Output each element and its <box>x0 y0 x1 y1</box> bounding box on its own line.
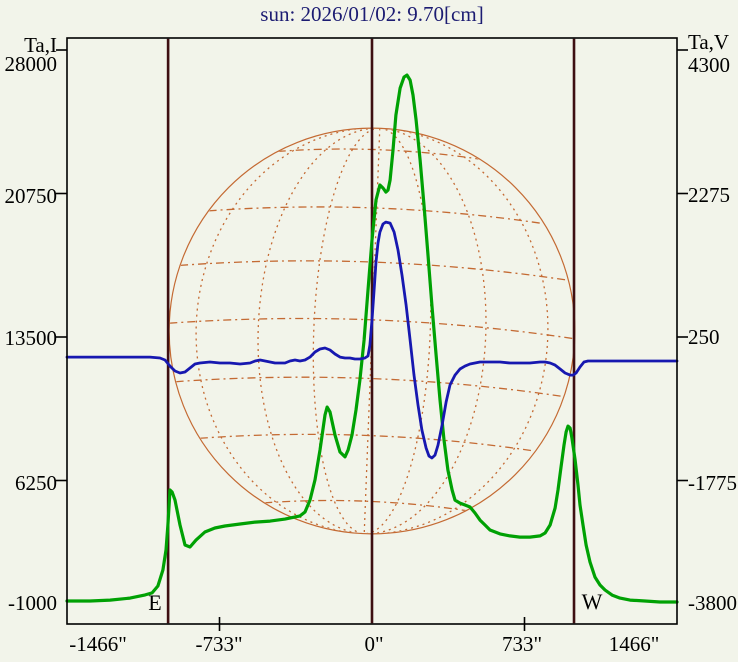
left-axis-tick-1: 20750 <box>4 184 58 208</box>
bottom-axis-tick-3: 733" <box>501 632 543 656</box>
right-axis-tick-1: 2275 <box>688 183 730 207</box>
east-limb-label: E <box>148 590 162 615</box>
left-axis-tick-0: 28000 <box>4 52 58 76</box>
left-axis-tick-2: 13500 <box>4 326 58 350</box>
bottom-axis-tick-1: -733" <box>195 632 243 656</box>
bottom-axis-tick-2: 0" <box>364 632 384 656</box>
bottom-axis-tick-4: 1466" <box>608 632 660 656</box>
right-axis-tick-4: -3800 <box>688 591 737 615</box>
west-limb-label: W <box>581 589 603 614</box>
left-axis-tick-3: 6250 <box>15 471 57 495</box>
bottom-axis-tick-0: -1466" <box>69 632 127 656</box>
right-axis-tick-2: 250 <box>688 325 720 349</box>
right-axis-tick-0: 4300 <box>688 53 730 77</box>
left-axis-name: Ta,I <box>24 33 57 57</box>
left-axis-tick-4: -1000 <box>8 591 57 615</box>
right-axis-name: Ta,V <box>688 30 730 54</box>
plot-title: sun: 2026/01/02: 9.70[cm] <box>260 2 484 26</box>
right-axis-tick-3: -1775 <box>688 471 737 495</box>
